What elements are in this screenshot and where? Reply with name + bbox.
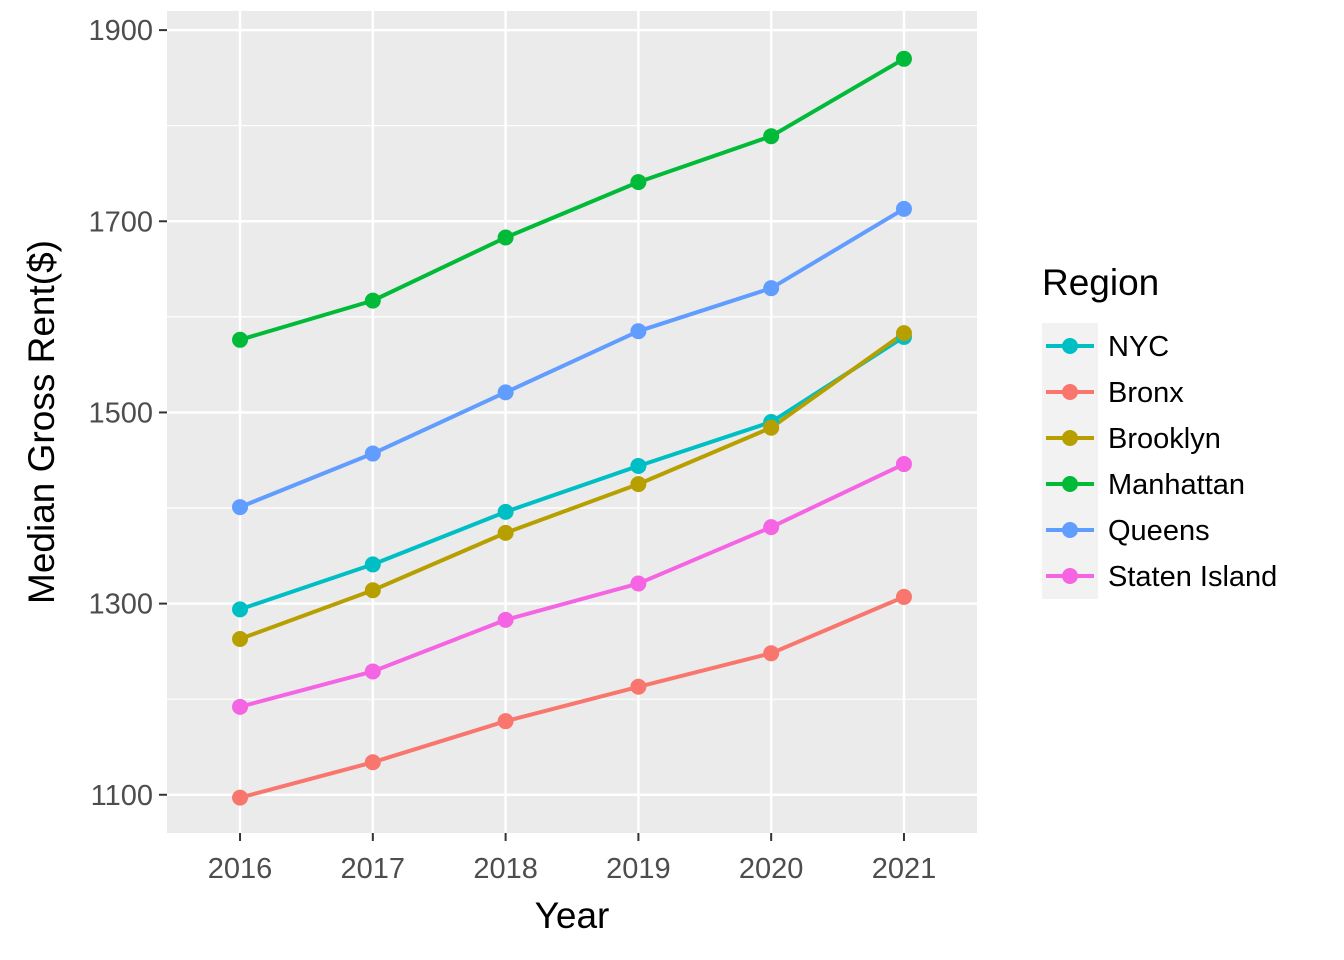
series-line (239, 595, 905, 800)
legend-key-point (1062, 568, 1078, 584)
y-tick-label: 1100 (91, 780, 153, 812)
data-point (895, 588, 912, 605)
data-point (497, 503, 514, 520)
data-point (232, 698, 249, 715)
data-point (232, 601, 249, 618)
data-point (895, 456, 912, 473)
data-point (497, 384, 514, 401)
data-point (364, 556, 381, 573)
data-point (763, 280, 780, 297)
y-axis: 1100 1300 1500 1700 1900 (88, 15, 167, 812)
x-tick-label: 2021 (872, 853, 937, 885)
data-point (364, 445, 381, 462)
legend-label: Brooklyn (1108, 423, 1221, 455)
series-line (239, 462, 905, 709)
legend-key-point (1062, 430, 1078, 446)
data-point (895, 325, 912, 342)
legend-key-point (1062, 338, 1078, 354)
series-line (239, 207, 905, 509)
y-tick-label: 1900 (88, 15, 153, 47)
data-point (364, 292, 381, 309)
data-point (364, 754, 381, 771)
series-line (239, 57, 905, 342)
data-point (497, 611, 514, 628)
x-tick-label: 2016 (208, 853, 273, 885)
y-tick-label: 1500 (88, 397, 153, 429)
data-point (763, 519, 780, 536)
data-point (630, 678, 647, 695)
data-point (364, 663, 381, 680)
data-point (232, 630, 249, 647)
x-tick-label: 2019 (606, 853, 671, 885)
data-point (232, 499, 249, 516)
x-axis: 2016 2017 2018 2019 2020 2021 (208, 833, 936, 885)
series-line (239, 335, 906, 612)
legend-title: Region (1042, 262, 1159, 303)
data-point (497, 524, 514, 541)
legend-label: Queens (1108, 515, 1210, 547)
legend-key-point (1062, 522, 1078, 538)
legend: Region NYC Bronx Brooklyn Manhattan Queens St… (1042, 262, 1277, 599)
x-axis-title: Year (535, 895, 610, 936)
x-tick-label: 2020 (739, 853, 804, 885)
data-point (763, 419, 780, 436)
data-point (630, 323, 647, 340)
y-axis-title: Median Gross Rent($) (21, 240, 62, 604)
data-point (630, 174, 647, 191)
x-tick-label: 2017 (341, 853, 406, 885)
data-point (763, 645, 780, 662)
plot-panel (167, 11, 977, 833)
series-line (239, 331, 906, 641)
legend-label: Bronx (1108, 377, 1184, 409)
legend-items: NYC Bronx Brooklyn Manhattan Queens Staten Is… (1042, 323, 1277, 599)
x-tick-label: 2018 (473, 853, 538, 885)
y-tick-label: 1700 (88, 206, 153, 238)
data-point (364, 582, 381, 599)
data-point (497, 713, 514, 730)
legend-label: NYC (1108, 331, 1169, 363)
minor-gridlines (167, 125, 977, 700)
data-point (630, 457, 647, 474)
data-point (895, 200, 912, 217)
legend-label: Staten Island (1108, 561, 1277, 593)
data-point (497, 229, 514, 246)
data-point (630, 476, 647, 493)
legend-label: Manhattan (1108, 469, 1245, 501)
series-layer (232, 50, 912, 806)
data-point (763, 128, 780, 145)
y-tick-label: 1300 (88, 589, 153, 621)
data-point (895, 50, 912, 67)
legend-key-point (1062, 476, 1078, 492)
data-point (630, 575, 647, 592)
data-point (232, 789, 249, 806)
data-point (232, 331, 249, 348)
legend-key-point (1062, 384, 1078, 400)
